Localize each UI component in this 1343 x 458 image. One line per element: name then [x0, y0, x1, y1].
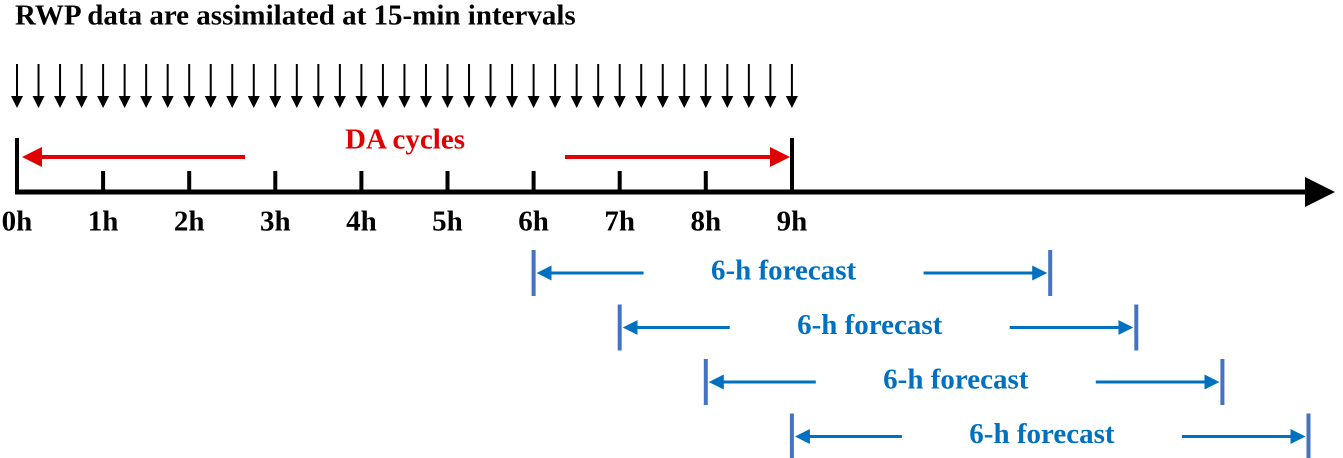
hour-label: 1h	[88, 206, 119, 238]
hour-label: 4h	[346, 206, 377, 238]
hour-label: 8h	[690, 206, 721, 238]
forecast-label: 6-h forecast	[711, 255, 857, 287]
title: RWP data are assimilated at 15-min inter…	[15, 0, 576, 32]
hour-label: 2h	[174, 206, 205, 238]
hour-label: 0h	[2, 206, 33, 238]
forecast-label: 6-h forecast	[797, 309, 943, 341]
forecast-label: 6-h forecast	[969, 418, 1115, 450]
hour-label: 9h	[777, 206, 808, 238]
hour-label: 7h	[604, 206, 635, 238]
hour-label: 6h	[518, 206, 549, 238]
forecast-label: 6-h forecast	[883, 364, 1029, 396]
hour-label: 5h	[432, 206, 463, 238]
hour-label: 3h	[260, 206, 291, 238]
da-label: DA cycles	[345, 124, 465, 156]
